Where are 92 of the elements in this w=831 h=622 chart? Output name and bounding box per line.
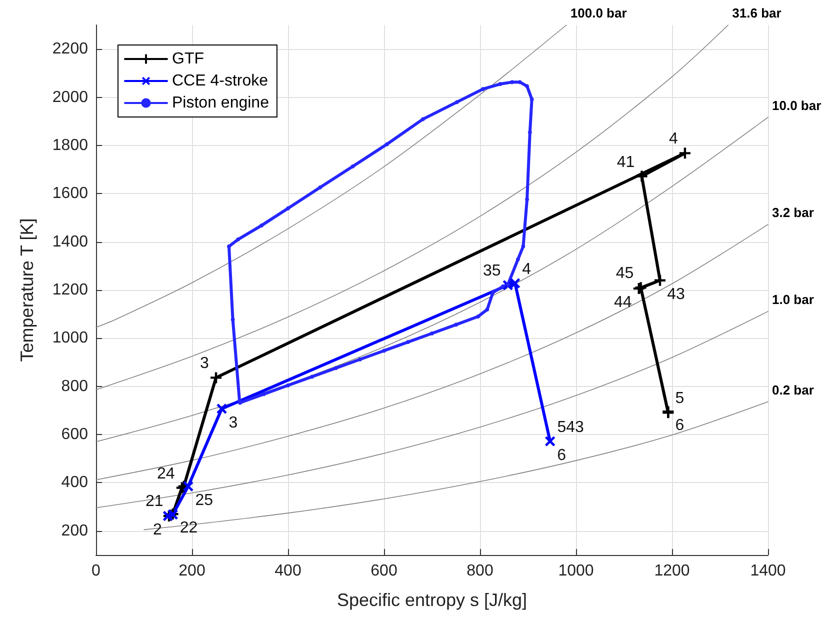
x-tick-label: 800 — [466, 562, 494, 580]
x-tick-label: 1000 — [558, 562, 594, 580]
y-tick-label: 1800 — [52, 136, 88, 154]
point — [485, 308, 490, 312]
y-axis-title: Temperature T [K] — [17, 218, 37, 362]
line-series — [96, 24, 567, 328]
series-label: 31.6 bar — [732, 6, 782, 20]
point — [260, 223, 264, 228]
point — [310, 374, 314, 379]
annotation: 25 — [195, 492, 214, 509]
point — [384, 142, 389, 146]
point — [334, 366, 338, 370]
legend-label: Piston engine — [172, 94, 270, 112]
point — [454, 100, 459, 104]
point — [454, 322, 458, 327]
point — [286, 383, 290, 388]
point — [236, 237, 240, 242]
point — [226, 244, 231, 248]
point — [521, 244, 526, 248]
point — [636, 170, 648, 182]
annotation: 41 — [616, 154, 635, 171]
point — [501, 284, 506, 288]
point — [510, 278, 520, 288]
point — [430, 331, 434, 336]
point — [358, 357, 362, 362]
y-tick-label: 1000 — [52, 330, 88, 347]
point — [544, 436, 556, 446]
point — [518, 80, 522, 84]
y-tick-label: 600 — [61, 426, 88, 444]
series-label: 10.0 bar — [772, 98, 822, 113]
point — [510, 80, 514, 84]
point — [654, 274, 666, 286]
point — [420, 117, 425, 122]
point — [516, 257, 520, 262]
x-tick-label: 1400 — [750, 562, 786, 580]
annotation: 24 — [157, 465, 175, 482]
x-tick-label: 200 — [178, 562, 206, 580]
y-tick-label: 200 — [61, 522, 88, 540]
point — [216, 404, 227, 414]
line-series — [96, 311, 768, 508]
annotation: 43 — [667, 286, 685, 303]
annotation: 3 — [200, 355, 210, 372]
point — [183, 481, 194, 492]
series-label: 100.0 bar — [570, 6, 627, 20]
annotation: 44 — [614, 294, 632, 312]
y-tick-label: 2000 — [52, 88, 88, 106]
point — [498, 82, 502, 86]
point — [286, 206, 290, 210]
annotation: 543 — [557, 418, 584, 436]
point — [490, 290, 495, 294]
x-tick-label: 400 — [274, 562, 302, 580]
annotation: 4 — [669, 130, 678, 148]
annotation: 6 — [675, 417, 684, 434]
series-label: 3.2 bar — [772, 204, 814, 220]
annotation: 2 — [153, 521, 162, 538]
y-tick-label: 2200 — [52, 40, 88, 58]
y-tick-label: 800 — [61, 378, 88, 395]
point — [525, 197, 530, 202]
annotation: 22 — [180, 520, 198, 537]
annotation: 6 — [557, 446, 566, 464]
legend-label: CCE 4-stroke — [172, 72, 268, 90]
point — [318, 185, 322, 190]
point — [525, 84, 530, 88]
x-tick-label: 600 — [370, 562, 398, 580]
point — [406, 340, 410, 344]
annotation: 4 — [522, 260, 532, 278]
x-tick-label: 1200 — [654, 562, 690, 580]
y-tick-label: 400 — [61, 474, 88, 492]
y-tick-label: 1400 — [52, 233, 88, 250]
point — [679, 148, 690, 159]
line-series — [96, 116, 768, 442]
legend-label: GTF — [172, 50, 204, 68]
point — [382, 348, 386, 353]
point — [476, 314, 480, 318]
y-tick-label: 1600 — [52, 185, 88, 202]
series-label: 0.2 bar — [772, 382, 814, 398]
x-axis-title: Specific entropy s [J/kg] — [336, 590, 528, 610]
annotation: 35 — [482, 262, 501, 280]
annotation: 5 — [675, 390, 684, 408]
point — [350, 164, 355, 168]
point — [480, 87, 485, 92]
line-series — [96, 224, 768, 480]
point — [210, 372, 222, 384]
point — [262, 392, 266, 396]
annotation: 3 — [228, 414, 238, 432]
point — [530, 97, 534, 102]
series-label: 1.0 bar — [772, 292, 814, 307]
y-tick-label: 1200 — [52, 282, 88, 298]
x-tick-label: 0 — [92, 562, 101, 580]
annotation: 21 — [146, 492, 164, 510]
line-series — [96, 24, 729, 390]
annotation: 45 — [616, 265, 634, 282]
